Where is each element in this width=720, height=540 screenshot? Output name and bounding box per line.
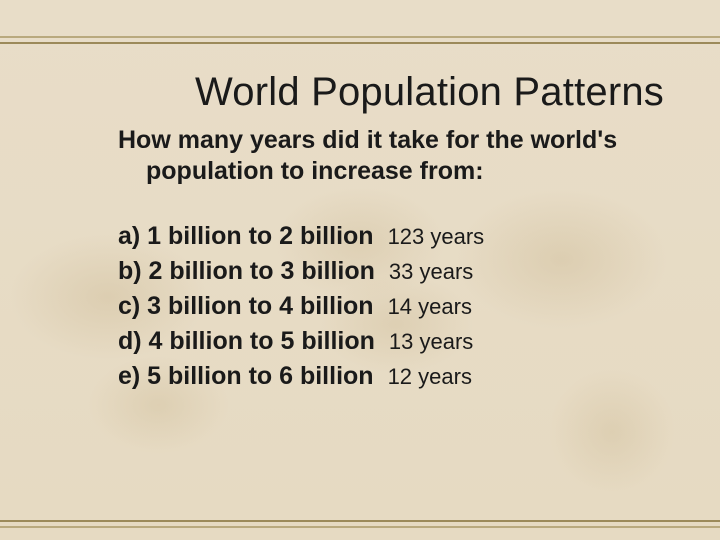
item-label: b) 2 billion to 3 billion xyxy=(118,257,375,286)
item-answer: 33 years xyxy=(389,259,473,285)
list-item: b) 2 billion to 3 billion 33 years xyxy=(118,257,670,286)
item-label: d) 4 billion to 5 billion xyxy=(118,327,375,356)
list-item: d) 4 billion to 5 billion 13 years xyxy=(118,327,670,356)
item-label: c) 3 billion to 4 billion xyxy=(118,292,374,321)
item-answer: 13 years xyxy=(389,329,473,355)
item-label: e) 5 billion to 6 billion xyxy=(118,362,374,391)
item-answer: 12 years xyxy=(388,364,472,390)
list-item: c) 3 billion to 4 billion 14 years xyxy=(118,292,670,321)
item-label: a) 1 billion to 2 billion xyxy=(118,222,374,251)
item-answer: 123 years xyxy=(388,224,485,250)
answer-list: a) 1 billion to 2 billion 123 years b) 2… xyxy=(50,222,670,391)
slide-question: How many years did it take for the world… xyxy=(78,125,670,188)
list-item: e) 5 billion to 6 billion 12 years xyxy=(118,362,670,391)
list-item: a) 1 billion to 2 billion 123 years xyxy=(118,222,670,251)
item-answer: 14 years xyxy=(388,294,472,320)
slide-title: World Population Patterns xyxy=(50,70,670,115)
slide-body: World Population Patterns How many years… xyxy=(0,0,720,540)
